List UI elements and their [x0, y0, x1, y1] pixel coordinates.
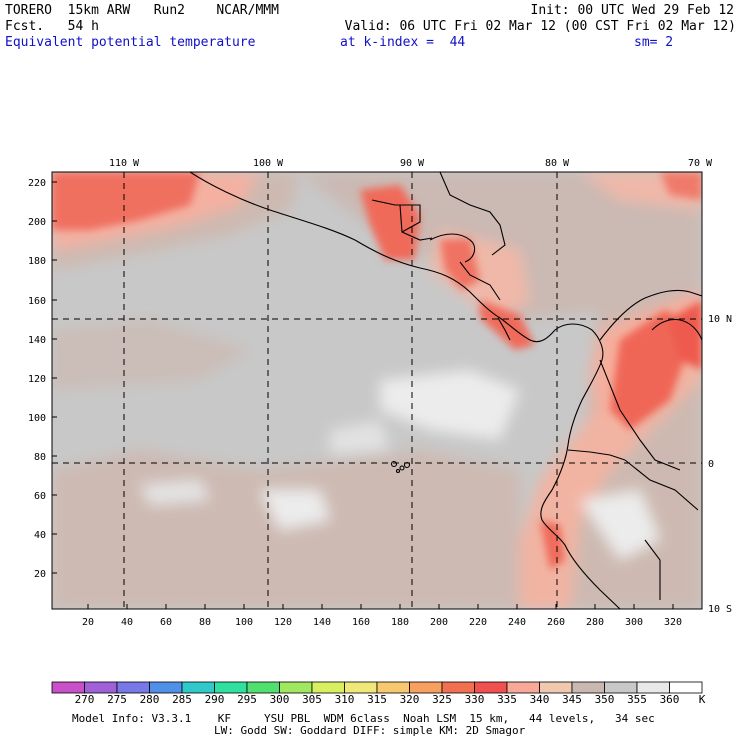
colorbar-swatch: [51, 681, 85, 694]
x-tick-label: 40: [121, 617, 133, 628]
longitude-label: 80 W: [545, 158, 570, 169]
x-tick-label: 280: [586, 617, 604, 628]
x-tick-label: 220: [469, 617, 487, 628]
model-run-label: TORERO 15km ARW Run2 NCAR/MMM: [5, 3, 279, 18]
x-tick-label: 80: [199, 617, 211, 628]
colorbar-swatch: [571, 681, 605, 694]
x-tick-label: 260: [547, 617, 565, 628]
colorbar-swatch: [149, 681, 183, 694]
colorbar-label: 320: [400, 693, 420, 706]
y-tick-label: 160: [28, 296, 46, 307]
colorbar-unit: K: [699, 693, 706, 706]
colorbar-swatch: [344, 681, 378, 694]
x-tick-label: 320: [664, 617, 682, 628]
colorbar-swatch: [116, 681, 150, 694]
x-tick-marks: [87, 604, 674, 609]
colorbar-label: 345: [562, 693, 582, 706]
colorbar-swatch: [214, 681, 248, 694]
colorbar-label: 305: [302, 693, 322, 706]
y-tick-marks: [52, 181, 57, 574]
colorbar-label: 360: [660, 693, 680, 706]
colorbar-label: 350: [595, 693, 615, 706]
colorbar-label: 285: [172, 693, 192, 706]
y-tick-label: 140: [28, 335, 46, 346]
x-tick-label: 240: [508, 617, 526, 628]
colorbar-swatch: [604, 681, 638, 694]
colorbar-swatch: [539, 681, 573, 694]
colorbar-swatch: [669, 681, 703, 694]
x-tick-label: 200: [430, 617, 448, 628]
x-tick-label: 20: [82, 617, 94, 628]
colorbar-label: 315: [367, 693, 387, 706]
colorbar-label: 300: [270, 693, 290, 706]
colorbar-swatch: [506, 681, 540, 694]
colorbar-swatch: [474, 681, 508, 694]
x-tick-label: 160: [352, 617, 370, 628]
colorbar-label: 335: [497, 693, 517, 706]
x-tick-label: 100: [235, 617, 253, 628]
x-tick-label: 60: [160, 617, 172, 628]
colorbar-swatch: [84, 681, 118, 694]
latitude-label: 10 S: [708, 604, 732, 615]
y-tick-label: 220: [28, 178, 46, 189]
y-tick-label: 60: [34, 491, 46, 502]
x-tick-label: 300: [625, 617, 643, 628]
colorbar-swatch: [246, 681, 280, 694]
colorbar-label: 340: [530, 693, 550, 706]
theta-e-field: [52, 172, 702, 609]
level-label: at k-index = 44: [340, 35, 466, 50]
longitude-label: 110 W: [109, 158, 140, 169]
x-tick-label: 120: [274, 617, 292, 628]
longitude-label: 90 W: [400, 158, 425, 169]
colorbar-swatch: [441, 681, 475, 694]
latitude-label: 10 N: [708, 314, 732, 325]
valid-time-label: Valid: 06 UTC Fri 02 Mar 12 (00 CST Fri …: [344, 19, 736, 34]
y-tick-label: 100: [28, 413, 46, 424]
colorbar-label: 270: [75, 693, 95, 706]
smoothing-label: sm= 2: [634, 35, 674, 50]
colorbar-label: 290: [205, 693, 225, 706]
colorbar-label: 355: [627, 693, 647, 706]
latitude-label: 0: [708, 459, 714, 470]
colorbar-label: 295: [237, 693, 257, 706]
model-info-line: Model Info: V3.3.1 KF YSU PBL WDM 6class…: [72, 712, 655, 725]
colorbar-swatch: [311, 681, 345, 694]
y-tick-label: 200: [28, 217, 46, 228]
colorbar-swatch: [181, 681, 215, 694]
colorbar-swatch: [409, 681, 443, 694]
physics-info-line: LW: Godd SW: Goddard DIFF: simple KM: 2D…: [214, 724, 526, 737]
colorbar-swatch: [376, 681, 410, 694]
forecast-hour-label: Fcst. 54 h: [5, 19, 99, 34]
colorbar-label: 280: [140, 693, 160, 706]
init-time-label: Init: 00 UTC Wed 29 Feb 12: [530, 3, 735, 18]
longitude-label: 70 W: [688, 158, 713, 169]
map-frame: [51, 171, 703, 610]
colorbar-label: 325: [432, 693, 452, 706]
colorbar-swatch: [279, 681, 313, 694]
longitude-label: 100 W: [253, 158, 284, 169]
y-tick-label: 180: [28, 256, 46, 267]
colorbar-swatch: [636, 681, 670, 694]
y-tick-label: 80: [34, 452, 46, 463]
y-tick-label: 120: [28, 374, 46, 385]
colorbar: [51, 681, 703, 694]
field-name-label: Equivalent potential temperature: [5, 35, 256, 50]
colorbar-label: 330: [465, 693, 485, 706]
x-tick-label: 180: [391, 617, 409, 628]
x-tick-label: 140: [313, 617, 331, 628]
colorbar-label: 310: [335, 693, 355, 706]
coastlines: [189, 172, 702, 609]
colorbar-label: 275: [107, 693, 127, 706]
y-tick-label: 20: [34, 569, 46, 580]
y-tick-label: 40: [34, 530, 46, 541]
